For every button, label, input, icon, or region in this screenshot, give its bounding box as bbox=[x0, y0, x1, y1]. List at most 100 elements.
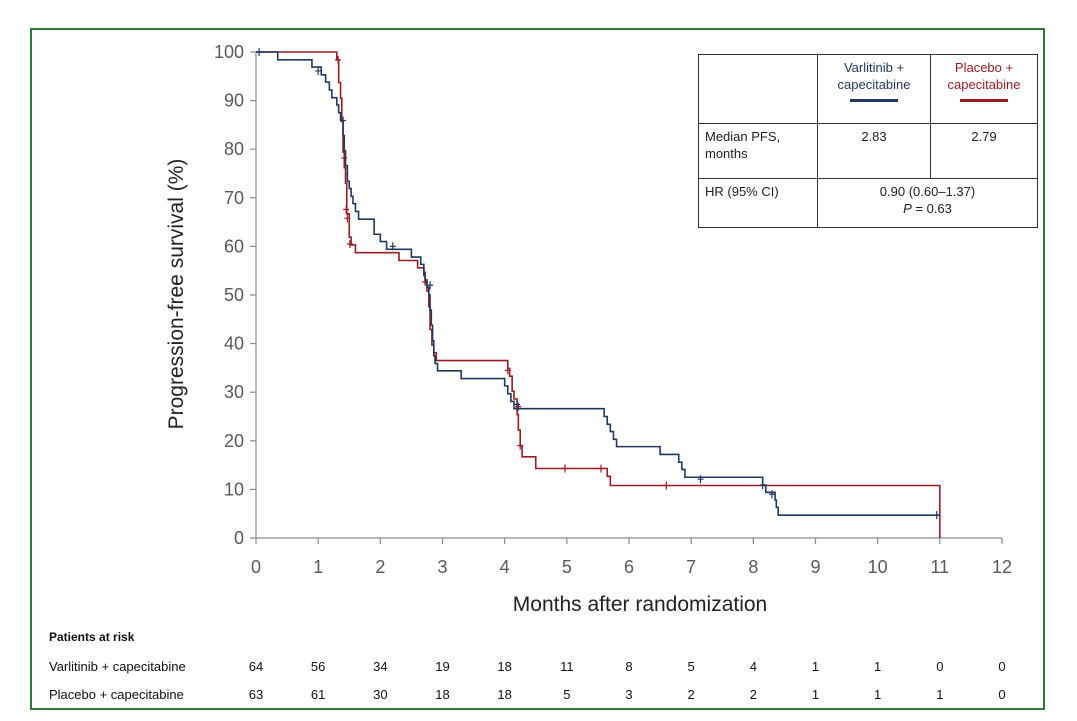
legend-table: Varlitinib + capecitabine Placebo + cape… bbox=[698, 54, 1038, 228]
risk-count: 0 bbox=[936, 659, 943, 674]
y-tick-label: 90 bbox=[224, 91, 244, 111]
censor-mark-varlitinib bbox=[389, 242, 396, 251]
y-tick-label: 60 bbox=[224, 236, 244, 256]
legend-header-placebo-line1: Placebo + bbox=[954, 60, 1014, 75]
figure-frame bbox=[30, 28, 1045, 710]
legend-header-varlitinib-line1: Varlitinib + bbox=[843, 60, 905, 75]
legend-p-value: = 0.63 bbox=[911, 201, 952, 216]
legend-hr-value: 0.90 (0.60–1.37) bbox=[879, 184, 976, 199]
legend-median-label-line1: Median PFS, bbox=[705, 129, 781, 144]
y-axis-title: Progression-free survival (%) bbox=[165, 159, 188, 430]
risk-count: 19 bbox=[435, 659, 449, 674]
x-tick-label: 4 bbox=[500, 557, 510, 577]
legend-header-placebo-line2: capecitabine bbox=[947, 77, 1021, 92]
risk-count: 61 bbox=[311, 687, 325, 702]
censor-mark-placebo bbox=[663, 481, 670, 490]
x-tick-label: 7 bbox=[686, 557, 696, 577]
risk-count: 8 bbox=[625, 659, 632, 674]
y-tick-label: 30 bbox=[224, 382, 244, 402]
x-tick-label: 9 bbox=[810, 557, 820, 577]
censor-mark-placebo bbox=[504, 366, 511, 375]
censor-mark-varlitinib bbox=[514, 400, 521, 409]
censor-mark-placebo bbox=[344, 214, 351, 223]
censor-mark-varlitinib bbox=[427, 281, 434, 290]
censor-mark-placebo bbox=[335, 55, 342, 64]
y-tick-label: 80 bbox=[224, 139, 244, 159]
censor-mark-varlitinib bbox=[933, 511, 940, 520]
x-tick-label: 11 bbox=[930, 557, 949, 577]
legend-header-varlitinib-line2: capecitabine bbox=[837, 77, 911, 92]
x-tick-label: 5 bbox=[562, 557, 572, 577]
risk-count: 1 bbox=[812, 687, 819, 702]
censor-mark-placebo bbox=[343, 205, 350, 214]
y-tick-label: 10 bbox=[224, 479, 244, 499]
risk-count: 2 bbox=[750, 687, 757, 702]
risk-row-label-varlitinib: Varlitinib + capecitabine bbox=[49, 659, 186, 674]
risk-count: 18 bbox=[435, 687, 449, 702]
censor-mark-varlitinib bbox=[256, 48, 263, 56]
risk-count: 63 bbox=[249, 687, 263, 702]
legend-median-label-line2: months bbox=[705, 146, 748, 161]
x-axis-title: Months after randomization bbox=[513, 593, 767, 616]
legend-hr-cell: 0.90 (0.60–1.37) P = 0.63 bbox=[817, 178, 1038, 228]
risk-row-label-placebo: Placebo + capecitabine bbox=[49, 687, 184, 702]
censor-mark-placebo bbox=[341, 153, 348, 162]
risk-count: 0 bbox=[998, 687, 1005, 702]
censor-mark-placebo bbox=[346, 239, 353, 248]
censor-mark-varlitinib bbox=[315, 66, 322, 75]
risk-table: Patients at risk Varlitinib + capecitabi… bbox=[49, 630, 1006, 702]
y-tick-label: 40 bbox=[224, 334, 244, 354]
x-tick-label: 0 bbox=[251, 557, 261, 577]
legend-header-placebo: Placebo + capecitabine bbox=[930, 54, 1038, 124]
risk-count: 0 bbox=[998, 659, 1005, 674]
y-tick-label: 50 bbox=[224, 285, 244, 305]
risk-count: 1 bbox=[874, 687, 881, 702]
censor-mark-varlitinib bbox=[697, 475, 704, 484]
km-line-varlitinib bbox=[256, 51, 940, 516]
y-tick-label: 0 bbox=[234, 528, 244, 548]
risk-count: 11 bbox=[560, 659, 574, 674]
risk-count: 3 bbox=[625, 687, 632, 702]
risk-count: 5 bbox=[563, 687, 570, 702]
risk-table-heading: Patients at risk bbox=[49, 630, 135, 644]
risk-count: 30 bbox=[373, 687, 387, 702]
x-tick-label: 1 bbox=[313, 557, 323, 577]
risk-count: 5 bbox=[688, 659, 695, 674]
risk-count: 1 bbox=[812, 659, 819, 674]
y-tick-label: 20 bbox=[224, 431, 244, 451]
risk-count: 18 bbox=[497, 659, 511, 674]
censor-mark-varlitinib bbox=[759, 481, 766, 490]
risk-count: 56 bbox=[311, 659, 325, 674]
x-tick-label: 3 bbox=[437, 557, 447, 577]
risk-count: 1 bbox=[874, 659, 881, 674]
legend-p-label: P bbox=[903, 201, 912, 216]
legend-header-varlitinib: Varlitinib + capecitabine bbox=[817, 54, 931, 124]
legend-corner-cell bbox=[698, 54, 818, 124]
censor-mark-placebo bbox=[517, 441, 524, 450]
risk-count: 2 bbox=[688, 687, 695, 702]
legend-median-varlitinib: 2.83 bbox=[817, 123, 931, 179]
risk-count: 34 bbox=[373, 659, 387, 674]
y-tick-label: 70 bbox=[224, 188, 244, 208]
legend-median-placebo: 2.79 bbox=[930, 123, 1038, 179]
x-tick-label: 12 bbox=[992, 557, 1012, 577]
risk-count: 1 bbox=[936, 687, 943, 702]
legend-swatch-placebo bbox=[960, 99, 1008, 102]
x-tick-label: 2 bbox=[375, 557, 385, 577]
y-tick-label: 100 bbox=[214, 42, 244, 62]
legend-median-label: Median PFS, months bbox=[698, 123, 818, 179]
x-tick-label: 6 bbox=[624, 557, 634, 577]
censor-mark-varlitinib bbox=[768, 490, 775, 499]
censor-mark-placebo bbox=[598, 464, 605, 473]
x-tick-label: 8 bbox=[748, 557, 758, 577]
x-tick-label: 10 bbox=[868, 557, 888, 577]
risk-count: 18 bbox=[497, 687, 511, 702]
censor-mark-placebo bbox=[561, 464, 568, 473]
risk-count: 4 bbox=[750, 659, 757, 674]
legend-swatch-varlitinib bbox=[850, 99, 898, 102]
censor-mark-varlitinib bbox=[340, 116, 347, 125]
legend-hr-label: HR (95% CI) bbox=[698, 178, 818, 228]
chart-series bbox=[256, 48, 941, 538]
